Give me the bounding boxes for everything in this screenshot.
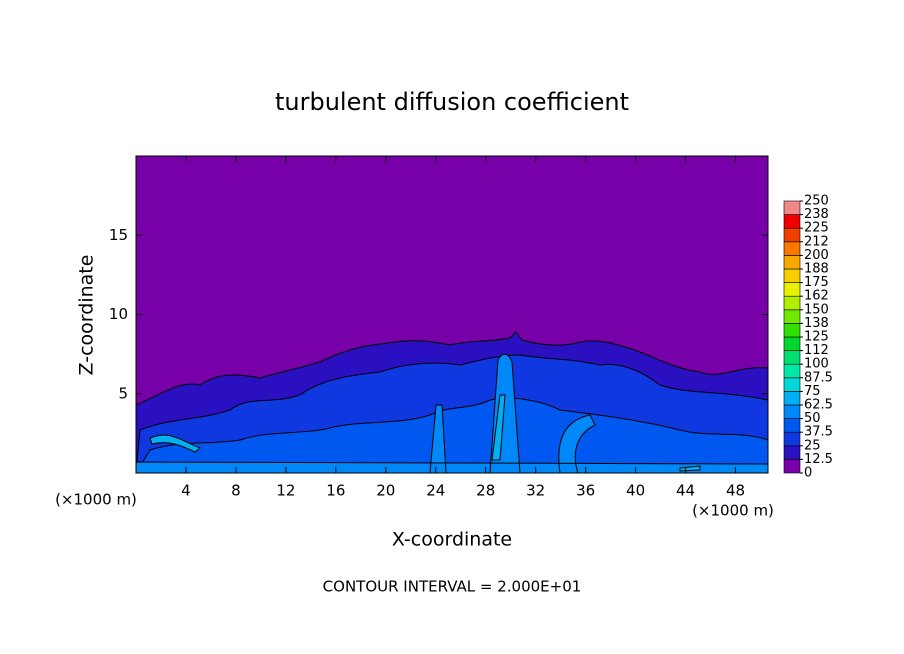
colorbar-tick-label: 50	[804, 411, 821, 426]
chart-title: turbulent diffusion coefficient	[275, 88, 629, 116]
colorbar-band	[783, 309, 801, 324]
colorbar-band	[783, 241, 801, 256]
colorbar-tick-label: 75	[804, 384, 821, 399]
x-tick-label: 8	[231, 482, 241, 500]
colorbar-band	[783, 404, 801, 419]
colorbar-tick-label: 112	[804, 343, 829, 358]
colorbar-band	[783, 268, 801, 283]
x-tick-label: 4	[181, 482, 191, 500]
x-axis-label: X-coordinate	[392, 529, 512, 551]
y-axis-label: Z-coordinate	[76, 255, 98, 376]
field	[135, 156, 769, 474]
colorbar-tick-label: 125	[804, 330, 829, 345]
colorbar-tick-label: 200	[804, 248, 829, 263]
colorbar-tick-label: 0	[804, 466, 812, 481]
colorbar-tick-label: 25	[804, 438, 821, 453]
colorbar-band	[783, 214, 801, 229]
x-tick-label: 24	[426, 482, 445, 500]
colorbar-tick-label: 175	[804, 275, 829, 290]
x-tick-label: 16	[326, 482, 345, 500]
colorbar-band	[783, 200, 801, 215]
x-tick-label: 20	[376, 482, 395, 500]
colorbar-tick-label: 188	[804, 262, 829, 277]
x-unit-label: (×1000 m)	[692, 502, 774, 520]
colorbar-tick-label: 87.5	[804, 370, 833, 385]
colorbar-band	[783, 418, 801, 433]
axes	[135, 155, 769, 474]
colorbar-tick-label: 225	[804, 221, 829, 236]
colorbar-band	[783, 431, 801, 447]
x-tick-label: 32	[526, 482, 545, 500]
colorbar-tick-label: 150	[804, 302, 829, 317]
x-tick-label: 28	[476, 482, 495, 500]
footer: CONTOUR INTERVAL = 2.000E+01	[323, 578, 582, 596]
x-tick-label: 48	[726, 482, 745, 500]
colorbar-tick-label: 12.5	[804, 452, 833, 467]
x-tick-label: 40	[626, 482, 645, 500]
colorbar-band	[783, 459, 801, 474]
colorbar-band	[783, 391, 801, 406]
colorbar-tick-label: 162	[804, 289, 829, 304]
colorbar-tick-label: 138	[804, 316, 829, 331]
colorbar-tick-label: 212	[804, 234, 829, 249]
colorbar-band	[783, 323, 801, 338]
colorbar-band	[783, 363, 801, 379]
y-unit-label: (×1000 m)	[55, 491, 137, 509]
y-tick-label: 10	[109, 305, 128, 323]
colorbar-tick-label: 250	[804, 194, 829, 209]
colorbar-band	[783, 377, 801, 392]
y-tick-label: 15	[109, 226, 128, 244]
field-region	[135, 353, 769, 474]
colorbar-band	[783, 445, 801, 460]
colorbar-band	[783, 255, 801, 270]
colorbar-tick-label: 100	[804, 357, 829, 372]
x-tick-label: 36	[576, 482, 595, 500]
colorbar-tick-label: 37.5	[804, 425, 833, 440]
colorbar-band	[783, 350, 801, 365]
colorbar-band	[783, 227, 801, 243]
field-region	[149, 394, 701, 472]
colorbar-band	[783, 295, 801, 311]
colorbar-tick-label: 238	[804, 207, 829, 222]
x-tick-label: 12	[276, 482, 295, 500]
x-tick-label: 44	[676, 482, 695, 500]
colorbar-band	[783, 336, 801, 351]
colorbar-band	[783, 282, 801, 297]
field-region	[135, 397, 769, 474]
y-tick-label: 5	[118, 384, 128, 402]
colorbar-tick-label: 62.5	[804, 398, 833, 413]
